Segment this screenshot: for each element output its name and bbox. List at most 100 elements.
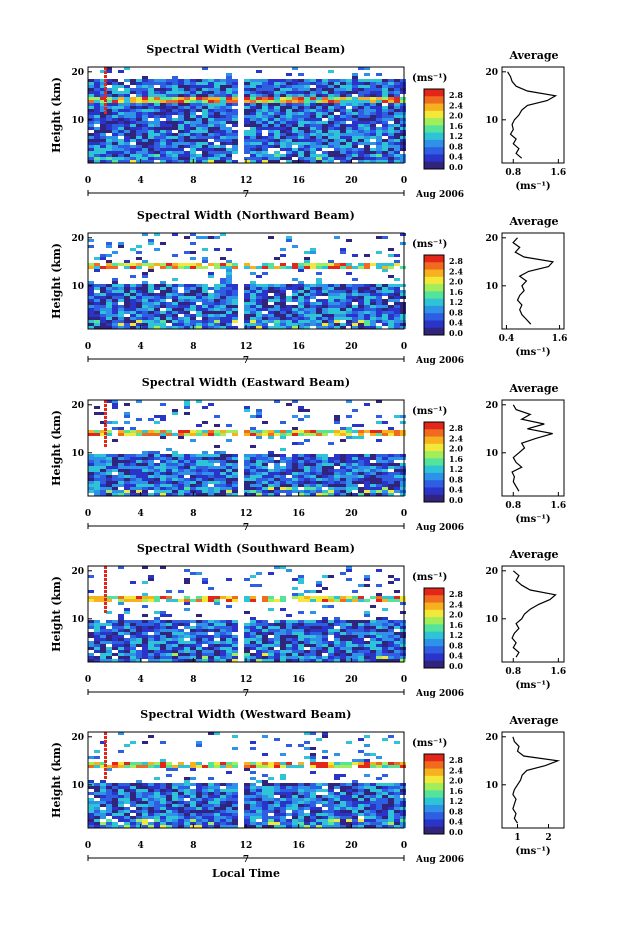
heatmap-cell: [142, 91, 148, 94]
heatmap-cell: [202, 236, 208, 239]
heatmap-cell: [154, 629, 160, 632]
x-tick-label: 0: [85, 675, 91, 685]
heatmap-cell: [352, 620, 358, 623]
heatmap-cell: [220, 127, 226, 130]
heatmap-cell: [274, 819, 280, 822]
heatmap-cell: [304, 659, 310, 662]
heatmap-cell: [148, 82, 154, 85]
heatmap-cell: [232, 151, 238, 154]
heatmap-cell: [202, 457, 208, 460]
heatmap-cell: [130, 786, 136, 789]
heatmap-cell: [328, 457, 334, 460]
heatmap-cell: [118, 106, 124, 109]
heatmap-cell: [94, 412, 100, 415]
heatmap-cell: [334, 284, 340, 287]
heatmap-cell: [88, 590, 94, 593]
heatmap-cell: [178, 154, 184, 157]
heatmap-cell: [268, 469, 274, 472]
heatmap-cell: [292, 139, 298, 142]
heatmap-cell: [172, 157, 178, 160]
heatmap-cell: [94, 308, 100, 311]
heatmap-cell: [256, 635, 262, 638]
heatmap-cell: [382, 490, 388, 493]
heatmap-cell: [184, 287, 190, 290]
heatmap-cell: [292, 115, 298, 118]
heatmap-cell: [220, 484, 226, 487]
heatmap-cell: [316, 100, 322, 103]
heatmap-cell: [154, 644, 160, 647]
heatmap-cell: [154, 154, 160, 157]
heatmap-cell: [280, 807, 286, 810]
heatmap-cell: [250, 320, 256, 323]
heatmap-cell: [298, 430, 304, 433]
heatmap-cell: [178, 801, 184, 804]
colorbar-swatch: [424, 660, 444, 669]
heatmap-cell: [274, 142, 280, 145]
heatmap-cell: [376, 296, 382, 299]
heatmap-cell: [172, 786, 178, 789]
heatmap-cell: [274, 626, 280, 629]
heatmap-cell: [316, 88, 322, 91]
heatmap-cell: [364, 97, 370, 100]
heatmap-cell: [352, 287, 358, 290]
heatmap-cell: [394, 466, 400, 469]
heatmap-cell: [322, 466, 328, 469]
heatmap-cell: [94, 484, 100, 487]
heatmap-cell: [94, 801, 100, 804]
heatmap-cell: [352, 457, 358, 460]
heatmap-cell: [130, 82, 136, 85]
heatmap-cell: [166, 623, 172, 626]
heatmap-cell: [202, 641, 208, 644]
heatmap-cell: [316, 281, 322, 284]
heatmap-cell: [340, 290, 346, 293]
heatmap-cell: [352, 136, 358, 139]
profile-frame: [501, 232, 565, 330]
heatmap-cell: [322, 326, 328, 329]
heatmap-cell: [304, 626, 310, 629]
heatmap-cell: [154, 825, 160, 828]
heatmap-cell: [226, 466, 232, 469]
heatmap-cell: [376, 430, 382, 433]
heatmap-cell: [172, 266, 178, 269]
heatmap-cell: [382, 650, 388, 653]
heatmap-cell: [100, 326, 106, 329]
heatmap-cell: [94, 650, 100, 653]
heatmap-cell: [196, 475, 202, 478]
heatmap-cell: [226, 151, 232, 154]
heatmap-cell: [334, 127, 340, 130]
heatmap-cell: [256, 463, 262, 466]
heatmap-cell: [316, 106, 322, 109]
heatmap-cell: [400, 421, 406, 424]
heatmap-cell: [364, 403, 370, 406]
heatmap-cell: [124, 260, 130, 263]
heatmap-cell: [124, 596, 130, 599]
heatmap-cell: [196, 644, 202, 647]
heatmap-cell: [106, 629, 112, 632]
heatmap-cell: [226, 487, 232, 490]
heatmap-cell: [148, 323, 154, 326]
heatmap-cell: [274, 139, 280, 142]
heatmap-cell: [214, 236, 220, 239]
y-tick-label: 20: [71, 567, 84, 577]
heatmap-cell: [250, 415, 256, 418]
heatmap-cell: [316, 284, 322, 287]
heatmap-cell: [310, 251, 316, 254]
heatmap-cell: [358, 623, 364, 626]
heatmap-cell: [118, 97, 124, 100]
heatmap-cell: [244, 490, 250, 493]
heatmap-cell: [196, 299, 202, 302]
heatmap-cell: [340, 469, 346, 472]
heatmap-cell: [104, 408, 107, 411]
heatmap-cell: [190, 795, 196, 798]
heatmap-cell: [262, 421, 268, 424]
heatmap-cell: [304, 136, 310, 139]
heatmap-cell: [232, 623, 238, 626]
heatmap-cell: [148, 106, 154, 109]
heatmap-cell: [166, 142, 172, 145]
heatmap-cell: [262, 599, 268, 602]
heatmap-cell: [292, 578, 298, 581]
heatmap-cell: [100, 305, 106, 308]
heatmap-cell: [250, 653, 256, 656]
heatmap-cell: [100, 469, 106, 472]
heatmap-cell: [142, 127, 148, 130]
